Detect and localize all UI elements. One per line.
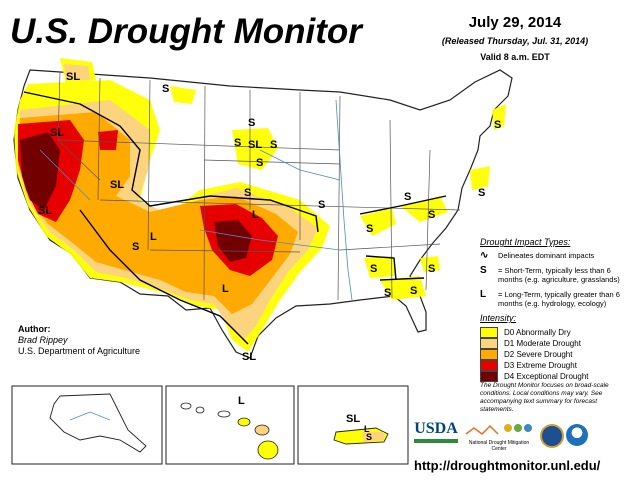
impact-label: S: [494, 119, 501, 131]
intensity-swatch: [480, 338, 498, 349]
impact-label: SL: [66, 71, 80, 83]
ndmc-logo-text: National Drought Mitigation Center: [468, 440, 530, 452]
release-date: (Released Thursday, Jul. 31, 2014): [441, 36, 589, 46]
puerto-rico-impact-label-s: S: [366, 432, 372, 442]
alaska-shape: [49, 393, 147, 453]
legend-long-term-text: = Long-Term, typically greater than 6 mo…: [498, 290, 620, 308]
impact-label: L: [222, 283, 229, 295]
impact-label: S: [384, 287, 391, 299]
intensity-legend-item: D1 Moderate Drought: [480, 338, 620, 349]
footnote: The Drought Monitor focuses on broad-sca…: [480, 382, 609, 413]
alaska-rivers: [69, 411, 111, 421]
impact-label: S: [428, 263, 435, 275]
intensity-label: D1 Moderate Drought: [504, 339, 581, 348]
noaa-logo-icon: [566, 424, 588, 446]
doc-seal-icon: [540, 424, 564, 448]
puerto-rico-impact-label: SL: [346, 413, 360, 425]
puerto-rico-d1: [362, 432, 384, 442]
impact-label: SL: [50, 127, 64, 139]
intensity-swatch: [480, 360, 498, 371]
legend-long-term-row: L = Long-Term, typically greater than 6 …: [480, 289, 620, 309]
map-date: July 29, 2014: [468, 14, 562, 31]
ndmc-logo: National Drought Mitigation Center: [464, 422, 534, 452]
hawaii-islands: [180, 402, 279, 460]
intensity-label: D4 Exceptional Drought: [504, 372, 589, 381]
impact-label: SL: [242, 351, 256, 363]
legend-delineates-row: ∿ Delineates dominant impacts: [480, 250, 620, 261]
intensity-label: D0 Abnormally Dry: [504, 328, 571, 337]
intensity-swatch: [480, 371, 498, 382]
usda-logo-text: USDA: [414, 420, 458, 437]
impact-label: S: [234, 137, 241, 149]
intensity-swatch: [480, 327, 498, 338]
puerto-rico-impact-label-l: L: [364, 424, 370, 434]
impact-label: S: [366, 223, 373, 235]
impact-labels: SL S SL SL S S SL S S S S L SL L S L SL …: [38, 71, 501, 363]
impact-label: L: [150, 231, 157, 243]
intensity-legend-item: D4 Exceptional Drought: [480, 371, 620, 382]
puerto-rico-inset-frame: [297, 385, 409, 465]
impact-label: S: [162, 83, 169, 95]
ndmc-logo-graphic: [465, 424, 532, 435]
impact-label: S: [256, 157, 263, 169]
rivers: [39, 99, 353, 301]
intensity-legend-item: D2 Severe Drought: [480, 349, 620, 360]
squiggle-icon: ∿: [480, 250, 489, 261]
intensity-label: D3 Extreme Drought: [504, 361, 577, 370]
impact-label: SL: [110, 179, 124, 191]
intensity-swatch: [480, 349, 498, 360]
usda-logo-bar: [414, 439, 458, 443]
legend-short-term-row: S = Short-Term, typically less than 6 mo…: [480, 265, 620, 285]
impact-label: L: [252, 209, 259, 221]
impact-delineation-lines: [23, 91, 447, 345]
impact-label: S: [248, 117, 255, 129]
impact-label: S: [404, 191, 411, 203]
intensity-legend-item: D3 Extreme Drought: [480, 360, 620, 371]
impact-label: S: [318, 199, 325, 211]
impact-label: S: [410, 285, 417, 297]
valid-time: Valid 8 a.m. EDT: [480, 52, 550, 62]
author-block: Author: Brad Rippey U.S. Department of A…: [18, 324, 140, 357]
impact-label: SL: [248, 139, 262, 151]
intensity-legend-item: D0 Abnormally Dry: [480, 327, 620, 338]
author-label: Author:: [18, 324, 51, 334]
impact-label: S: [478, 187, 485, 199]
long-term-symbol: L: [480, 289, 487, 300]
impact-label: S: [270, 139, 277, 151]
legend: Drought Impact Types: ∿ Delineates domin…: [480, 238, 620, 382]
impact-label: SL: [38, 205, 52, 217]
author-org: U.S. Department of Agriculture: [18, 346, 141, 356]
hawaii-impact-label: L: [238, 395, 245, 407]
legend-short-term-text: = Short-Term, typically less than 6 mont…: [498, 266, 620, 284]
short-term-symbol: S: [480, 265, 487, 276]
legend-delineates-text: Delineates dominant impacts: [498, 251, 595, 260]
impact-label: S: [428, 209, 435, 221]
drought-monitor-url[interactable]: http://droughtmonitor.unl.edu/: [414, 458, 601, 473]
usda-logo: USDA: [414, 420, 458, 443]
impact-label: S: [132, 241, 139, 253]
impact-label: S: [370, 263, 377, 275]
intensity-label: D2 Severe Drought: [504, 350, 573, 359]
map-title: U.S. Drought Monitor: [10, 12, 362, 51]
intensity-heading: Intensity:: [480, 313, 517, 323]
impact-types-heading: Drought Impact Types:: [480, 237, 571, 247]
impact-label: S: [244, 187, 251, 199]
state-borders: [57, 71, 461, 301]
intensity-list: D0 Abnormally Dry D1 Moderate Drought D2 S…: [480, 327, 620, 382]
author-name: Brad Rippey: [18, 335, 68, 345]
